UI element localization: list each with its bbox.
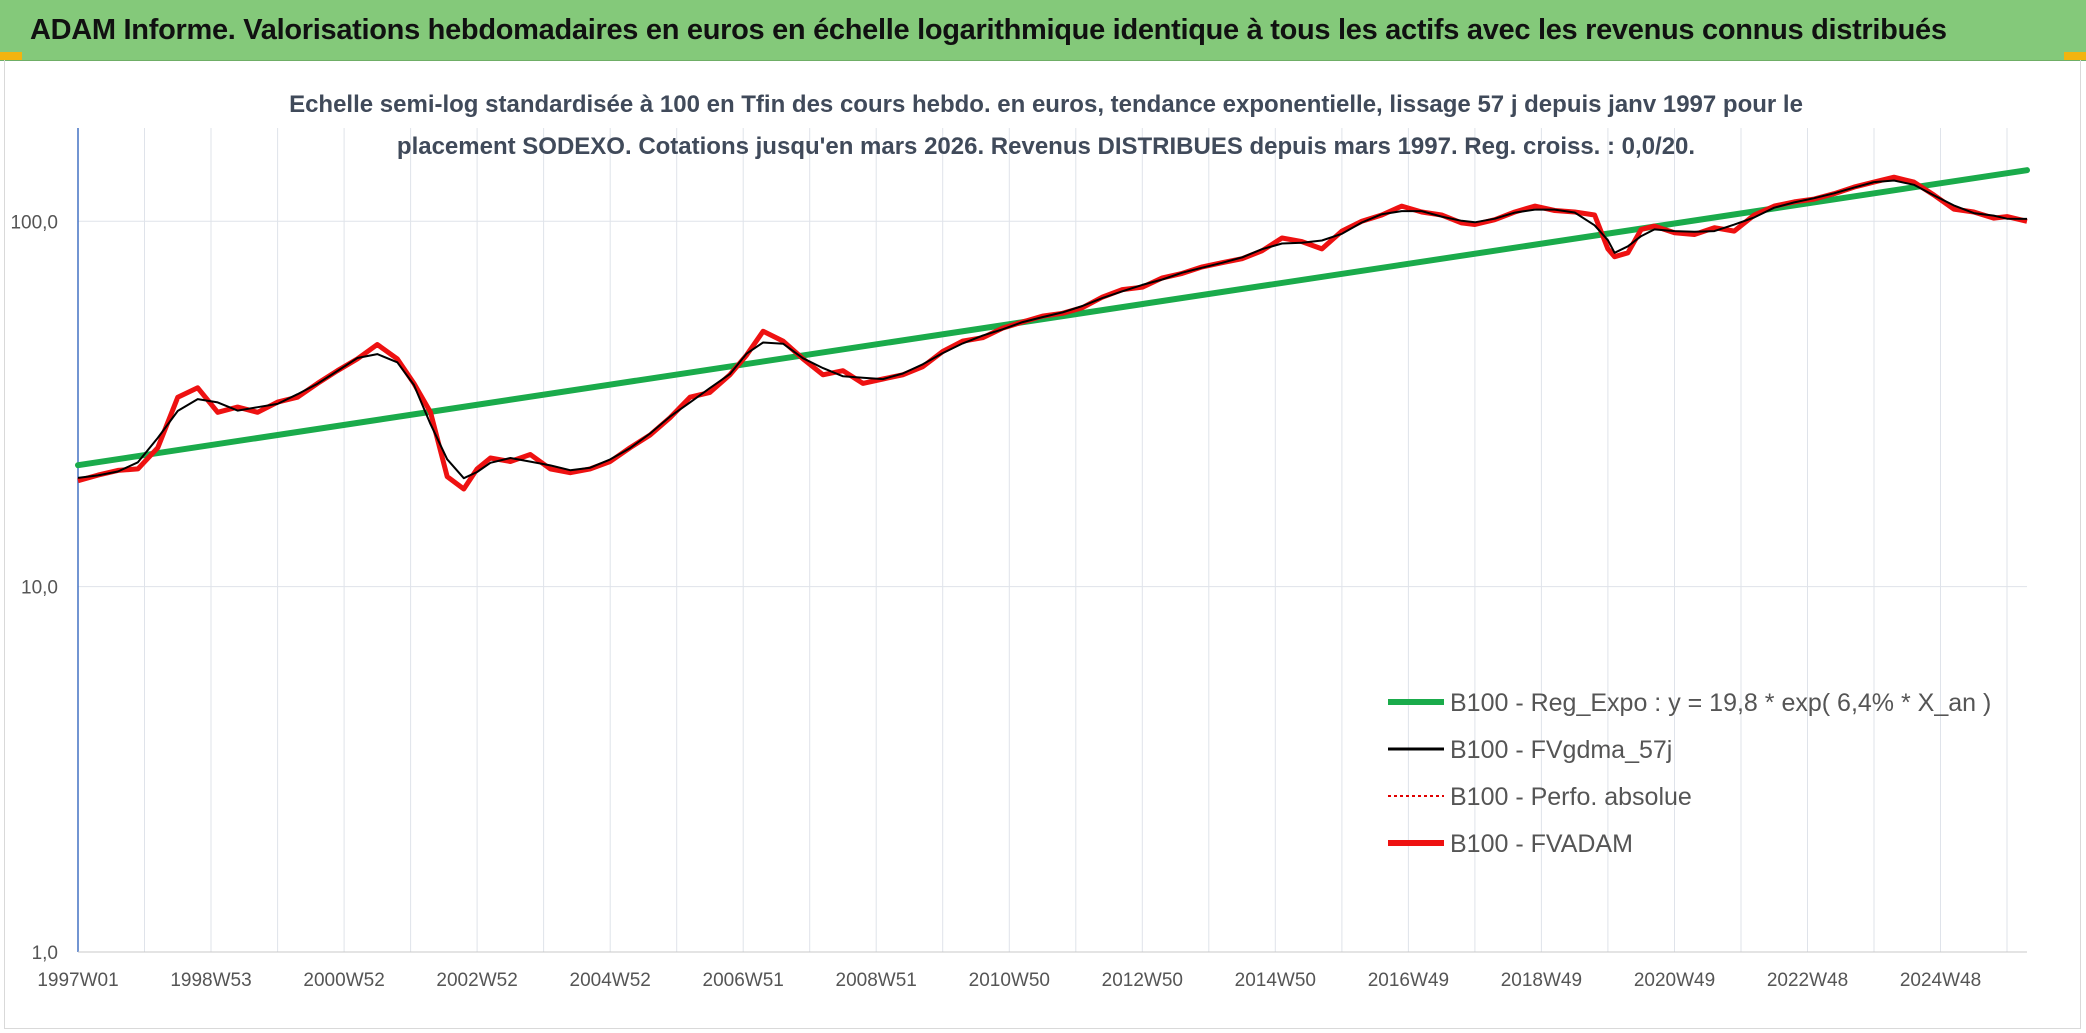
- x-tick-label: 2022W48: [1767, 970, 1848, 991]
- x-tick-label: 2016W49: [1368, 970, 1449, 991]
- corner-mark-left: [0, 52, 22, 60]
- x-tick-label: 2000W52: [303, 970, 384, 991]
- y-tick-label: 1,0: [32, 943, 58, 964]
- series-reg-expo: [75, 167, 2030, 469]
- grid: [77, 128, 2027, 953]
- x-tick-label: 2020W49: [1634, 970, 1715, 991]
- y-tick-label: 100,0: [10, 212, 58, 233]
- x-tick-label: 2014W50: [1235, 970, 1316, 991]
- x-tick-labels: 1997W01 1998W53 2000W52 2002W52 2004W52 2006W…: [37, 970, 1981, 991]
- chart-title: Echelle semi-log standardisée à 100 en T…: [289, 91, 1803, 160]
- x-tick-label: 2018W49: [1501, 970, 1582, 991]
- legend-label: B100 - Reg_Expo : y = 19,8 * exp( 6,4% *…: [1450, 689, 1991, 717]
- x-tick-label: 2012W50: [1102, 970, 1183, 991]
- x-tick-label: 2004W52: [570, 970, 651, 991]
- frame-right: [2080, 60, 2081, 1028]
- x-tick-label: 2008W51: [836, 970, 917, 991]
- x-tick-label: 2024W48: [1900, 970, 1981, 991]
- series-fvgdma-57j: [77, 179, 2028, 480]
- x-tick-label: 1997W01: [37, 970, 118, 991]
- x-tick-label: 2002W52: [436, 970, 517, 991]
- y-tick-labels: 1,0 10,0 100,0: [10, 212, 58, 964]
- y-tick-label: 10,0: [21, 578, 58, 599]
- plot-lines: [75, 167, 2030, 492]
- frame-bottom: [4, 1028, 2081, 1029]
- corner-mark-right: [2064, 52, 2086, 60]
- legend-label: B100 - Perfo. absolue: [1450, 783, 1692, 811]
- header-banner: ADAM Informe. Valorisations hebdomadaire…: [0, 0, 2086, 61]
- page-title: ADAM Informe. Valorisations hebdomadaire…: [30, 14, 1947, 46]
- x-tick-label: 2010W50: [969, 970, 1050, 991]
- legend: B100 - Reg_Expo : y = 19,8 * exp( 6,4% *…: [1388, 689, 1991, 858]
- x-tick-label: 1998W53: [170, 970, 251, 991]
- legend-label: B100 - FVgdma_57j: [1450, 736, 1672, 764]
- chart-title-line: Echelle semi-log standardisée à 100 en T…: [289, 91, 1803, 118]
- x-tick-label: 2006W51: [703, 970, 784, 991]
- legend-label: B100 - FVADAM: [1450, 830, 1633, 858]
- frame-left: [4, 60, 5, 1028]
- chart-title-line: placement SODEXO. Cotations jusqu'en mar…: [397, 133, 1695, 160]
